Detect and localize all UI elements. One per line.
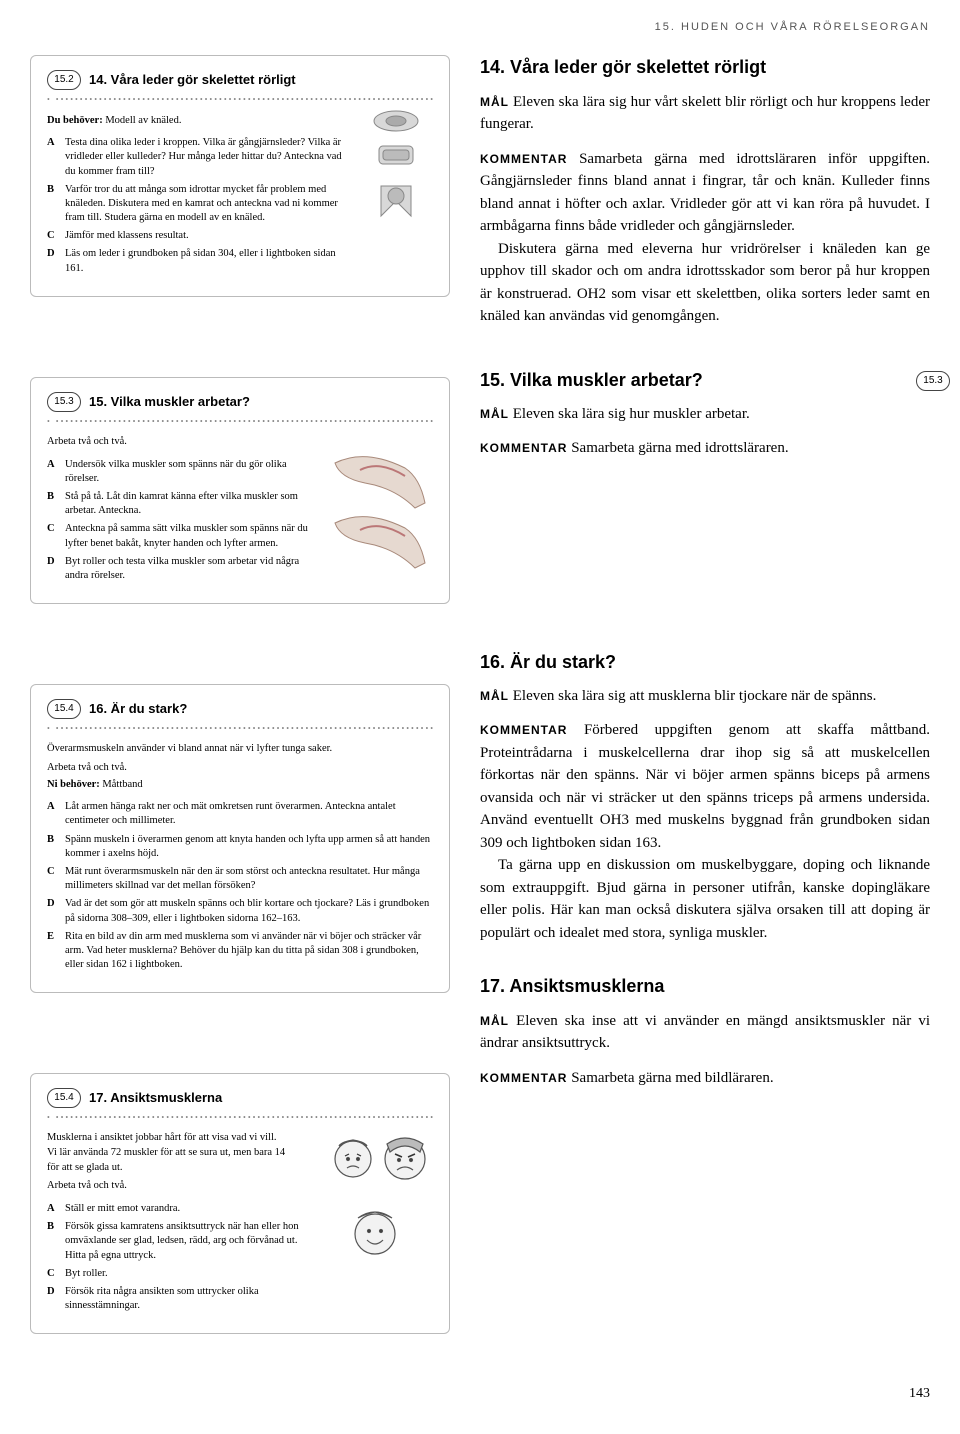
item-text: Varför tror du att många som idrottar my…	[65, 183, 353, 226]
item-text: Ställ er mitt emot varandra.	[65, 1202, 303, 1216]
item-letter: B	[47, 833, 59, 861]
card-15-title: 15. Vilka muskler arbetar?	[89, 393, 250, 411]
item-letter: D	[47, 897, 59, 925]
item-text: Spänn muskeln i överarmen genom att knyt…	[65, 833, 433, 861]
item-text: Jämför med klassens resultat.	[65, 229, 353, 243]
section-14-title: 14. Våra leder gör skelettet rörligt	[480, 55, 930, 80]
comment-label: KOMMENTAR	[480, 152, 567, 166]
intro: Överarmsmuskeln använder vi bland annat …	[47, 742, 433, 757]
work-mode: Arbeta två och två.	[47, 761, 433, 776]
arm-muscle-illustration	[325, 448, 435, 578]
dotted-divider: • ••••••••••••••••••••••••••••••••••••••…	[47, 1112, 433, 1123]
goal-text: Eleven ska lära sig hur vårt skelett bli…	[480, 94, 930, 133]
comment-text: Förbered uppgiften genom att skaffa mått…	[480, 722, 930, 851]
comment-text: Samarbeta gärna med idrottsläraren.	[571, 440, 788, 456]
item-letter: B	[47, 1220, 59, 1263]
item-text: Rita en bild av din arm med musklerna so…	[65, 930, 433, 973]
goal-text: Eleven ska inse att vi använder en mängd…	[480, 1013, 930, 1052]
item-text: Stå på tå. Låt din kamrat känna efter vi…	[65, 490, 313, 518]
item-text: Låt armen hänga rakt ner och mät omkrets…	[65, 800, 433, 828]
need-label: Du behöver:	[47, 115, 103, 126]
section-15-badge: 15.3	[916, 371, 950, 391]
dotted-divider: • ••••••••••••••••••••••••••••••••••••••…	[47, 94, 433, 105]
section-17-title: 17. Ansiktsmusklerna	[480, 974, 930, 999]
card-17: 15.4 17. Ansiktsmusklerna • ••••••••••••…	[30, 1073, 450, 1334]
comment-label: KOMMENTAR	[480, 1071, 567, 1085]
item-text: Försök gissa kamratens ansiktsuttryck nä…	[65, 1220, 303, 1263]
card-16-title: 16. Är du stark?	[89, 700, 187, 718]
item-letter: A	[47, 136, 59, 179]
card-14: 15.2 14. Våra leder gör skelettet rörlig…	[30, 55, 450, 296]
goal-text: Eleven ska lära sig hur muskler arbetar.	[513, 406, 750, 422]
intro: Musklerna i ansiktet jobbar hårt för att…	[47, 1131, 287, 1175]
item-text: Testa dina olika leder i kroppen. Vilka …	[65, 136, 353, 179]
goal-text: Eleven ska lära sig att musklerna blir t…	[513, 688, 877, 704]
joint-illustration	[361, 106, 431, 226]
item-letter: C	[47, 865, 59, 893]
item-text: Anteckna på samma sätt vilka muskler som…	[65, 522, 313, 550]
item-text: Läs om leder i grundboken på sidan 304, …	[65, 247, 353, 275]
section-15: 15. Vilka muskler arbetar? 15.3 MÅL Elev…	[480, 368, 930, 460]
face-illustration	[325, 1134, 435, 1274]
item-letter: A	[47, 458, 59, 486]
need-value: Måttband	[102, 779, 142, 790]
item-text: Byt roller.	[65, 1267, 303, 1281]
goal-label: MÅL	[480, 95, 509, 109]
comment-label: KOMMENTAR	[480, 723, 567, 737]
comment-text: Samarbeta gärna med bildläraren.	[571, 1070, 773, 1086]
comment-text-2: Diskutera gärna med eleverna hur vridrör…	[480, 238, 930, 328]
item-text: Undersök vilka muskler som spänns när du…	[65, 458, 313, 486]
comment-text-2: Ta gärna upp en diskussion om muskelbygg…	[480, 854, 930, 944]
item-text: Byt roller och testa vilka muskler som a…	[65, 555, 313, 583]
page-number: 143	[30, 1384, 930, 1404]
goal-label: MÅL	[480, 407, 509, 421]
item-text: Mät runt överarmsmuskeln när den är som …	[65, 865, 433, 893]
item-letter: D	[47, 1285, 59, 1313]
item-letter: D	[47, 555, 59, 583]
card-17-badge: 15.4	[47, 1088, 81, 1108]
card-16-badge: 15.4	[47, 699, 81, 719]
item-letter: E	[47, 930, 59, 973]
section-16-title: 16. Är du stark?	[480, 650, 930, 675]
item-text: Försök rita några ansikten som uttrycker…	[65, 1285, 303, 1313]
item-letter: C	[47, 522, 59, 550]
dotted-divider: • ••••••••••••••••••••••••••••••••••••••…	[47, 416, 433, 427]
right-column: 14. Våra leder gör skelettet rörligt MÅL…	[480, 55, 930, 1364]
need-label: Ni behöver:	[47, 779, 100, 790]
item-letter: D	[47, 247, 59, 275]
card-14-badge: 15.2	[47, 70, 81, 90]
section-14: 14. Våra leder gör skelettet rörligt MÅL…	[480, 55, 930, 327]
item-letter: B	[47, 183, 59, 226]
section-15-title: 15. Vilka muskler arbetar?	[480, 368, 930, 393]
item-letter: B	[47, 490, 59, 518]
item-letter: C	[47, 229, 59, 243]
need-value: Modell av knäled.	[105, 115, 181, 126]
item-letter: C	[47, 1267, 59, 1281]
left-column: 15.2 14. Våra leder gör skelettet rörlig…	[30, 55, 450, 1364]
chapter-header: 15. HUDEN OCH VÅRA RÖRELSEORGAN	[30, 20, 930, 35]
card-15-badge: 15.3	[47, 392, 81, 412]
item-letter: A	[47, 800, 59, 828]
card-14-title: 14. Våra leder gör skelettet rörligt	[89, 71, 296, 89]
item-letter: A	[47, 1202, 59, 1216]
goal-label: MÅL	[480, 689, 509, 703]
comment-label: KOMMENTAR	[480, 441, 567, 455]
content-columns: 15.2 14. Våra leder gör skelettet rörlig…	[30, 55, 930, 1364]
dotted-divider: • ••••••••••••••••••••••••••••••••••••••…	[47, 723, 433, 734]
goal-label: MÅL	[480, 1014, 509, 1028]
card-17-title: 17. Ansiktsmusklerna	[89, 1089, 222, 1107]
section-16: 16. Är du stark? MÅL Eleven ska lära sig…	[480, 650, 930, 945]
section-17: 17. Ansiktsmusklerna MÅL Eleven ska inse…	[480, 974, 930, 1089]
card-16: 15.4 16. Är du stark? • ••••••••••••••••…	[30, 684, 450, 993]
item-text: Vad är det som gör att muskeln spänns oc…	[65, 897, 433, 925]
card-15: 15.3 15. Vilka muskler arbetar? • ••••••…	[30, 377, 450, 604]
